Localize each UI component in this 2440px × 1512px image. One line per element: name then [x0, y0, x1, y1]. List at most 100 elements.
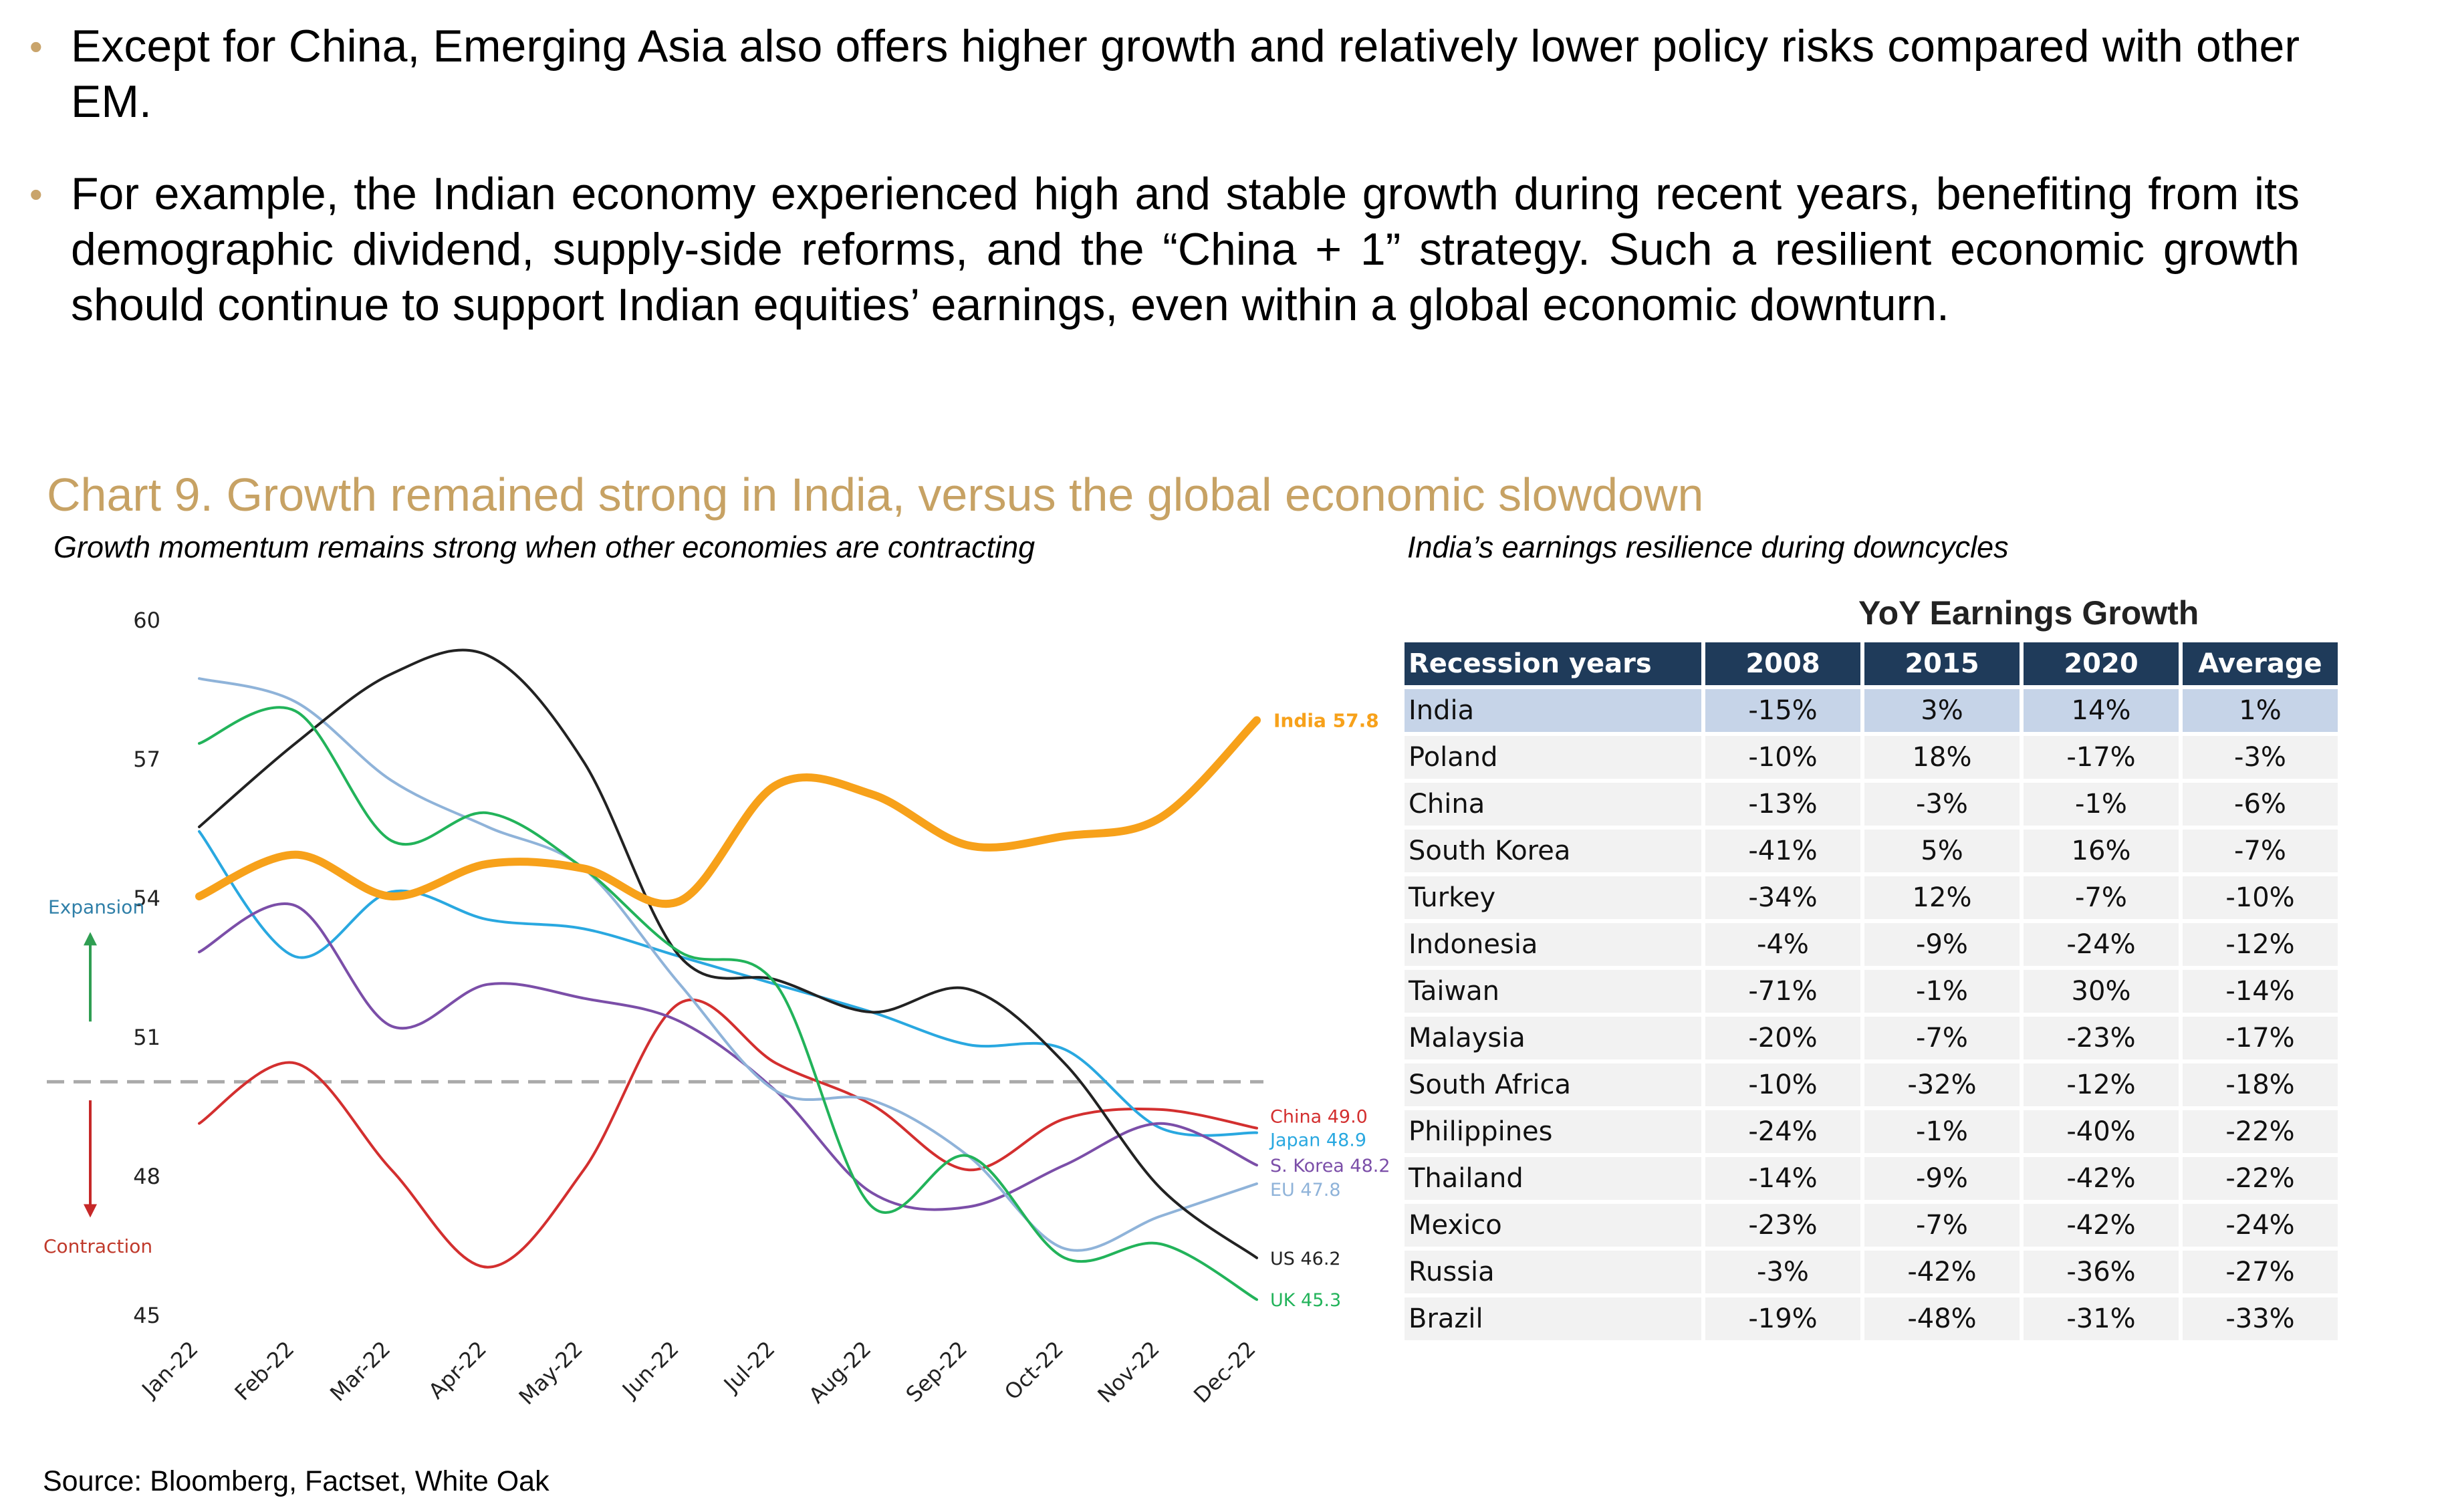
table-value-cell: -10%: [1705, 736, 1860, 779]
table-value-cell: -22%: [2183, 1157, 2338, 1200]
table-value-cell: 18%: [1864, 736, 2020, 779]
bullet-text: For example, the Indian economy experien…: [71, 168, 2300, 330]
table-value-cell: -7%: [1864, 1017, 2020, 1059]
table-value-cell: -19%: [1705, 1297, 1860, 1340]
table-value-cell: -32%: [1864, 1063, 2020, 1106]
contraction-label: Contraction: [43, 1235, 152, 1257]
table-value-cell: -24%: [2024, 923, 2179, 966]
table-value-cell: -17%: [2024, 736, 2179, 779]
table-header-cell: 2008: [1705, 642, 1860, 685]
table-value-cell: -22%: [2183, 1110, 2338, 1153]
table-value-cell: 16%: [2024, 830, 2179, 872]
table-value-cell: 30%: [2024, 970, 2179, 1013]
y-tick-label: 54: [133, 886, 160, 911]
table-value-cell: -14%: [2183, 970, 2338, 1013]
expansion-label: Expansion: [48, 896, 144, 918]
table-country-cell: Taiwan: [1405, 970, 1701, 1013]
bullet-item: • Except for China, Emerging Asia also o…: [27, 19, 2300, 130]
table-row: Malaysia -20% -7% -23% -17%: [1405, 1017, 2338, 1059]
table-value-cell: -9%: [1864, 1157, 2020, 1200]
table-row: South Africa -10% -32% -12% -18%: [1405, 1063, 2338, 1106]
table-value-cell: -6%: [2183, 783, 2338, 826]
pmi-line-chart: 45 48 51 54 57 60 Jan-22 Feb-22 Mar-22 Apr-22 May-…: [43, 608, 1390, 1410]
table-country-cell: Philippines: [1405, 1110, 1701, 1153]
bullet-marker: •: [29, 25, 43, 68]
table-value-cell: -1%: [2024, 783, 2179, 826]
table-value-cell: -1%: [1864, 1110, 2020, 1153]
series-line-japan: [198, 830, 1258, 1137]
table-value-cell: -7%: [2183, 830, 2338, 872]
table-value-cell: -41%: [1705, 830, 1860, 872]
table-country-cell: Poland: [1405, 736, 1701, 779]
table-value-cell: -7%: [2024, 876, 2179, 919]
table-value-cell: -42%: [1864, 1251, 2020, 1293]
table-row: Philippines -24% -1% -40% -22%: [1405, 1110, 2338, 1153]
y-tick-label: 57: [133, 747, 160, 772]
table-value-cell: -71%: [1705, 970, 1860, 1013]
table-country-cell: Indonesia: [1405, 923, 1701, 966]
x-tick-label: Jun-22: [616, 1336, 684, 1404]
table-subtitle: India’s earnings resilience during downc…: [1407, 530, 2009, 564]
series-end-label: S. Korea 48.2: [1270, 1156, 1390, 1176]
table-value-cell: -7%: [1864, 1204, 2020, 1247]
x-tick-label: Jul-22: [718, 1336, 780, 1398]
table-country-cell: India: [1405, 689, 1701, 732]
table-row: India -15% 3% 14% 1%: [1405, 689, 2338, 732]
table-value-cell: -27%: [2183, 1251, 2338, 1293]
series-end-label: UK 45.3: [1270, 1290, 1341, 1311]
table-value-cell: -24%: [2183, 1204, 2338, 1247]
table-value-cell: -13%: [1705, 783, 1860, 826]
series-line-uk: [198, 706, 1258, 1301]
x-tick-label: Oct-22: [999, 1336, 1068, 1405]
table-value-cell: 3%: [1864, 689, 2020, 732]
table-row: China -13% -3% -1% -6%: [1405, 783, 2338, 826]
x-tick-label: Feb-22: [230, 1336, 299, 1406]
table-row: Taiwan -71% -1% 30% -14%: [1405, 970, 2338, 1013]
table-value-cell: -40%: [2024, 1110, 2179, 1153]
x-tick-label: Nov-22: [1092, 1336, 1164, 1408]
series-line-india: [195, 716, 1261, 908]
table-country-cell: Mexico: [1405, 1204, 1701, 1247]
source-note: Source: Bloomberg, Factset, White Oak: [43, 1465, 550, 1497]
table-row: Turkey -34% 12% -7% -10%: [1405, 876, 2338, 919]
contraction-arrow-head: [84, 1204, 97, 1218]
table-value-cell: -42%: [2024, 1204, 2179, 1247]
x-tick-label: Mar-22: [325, 1336, 395, 1406]
table-value-cell: -24%: [1705, 1110, 1860, 1153]
table-value-cell: -12%: [2183, 923, 2338, 966]
table-value-cell: -12%: [2024, 1063, 2179, 1106]
x-tick-label: Jan-22: [136, 1336, 203, 1403]
series-line-us: [198, 648, 1258, 1259]
table-value-cell: -18%: [2183, 1063, 2338, 1106]
y-tick-label: 51: [133, 1025, 160, 1050]
table-row: Indonesia -4% -9% -24% -12%: [1405, 923, 2338, 966]
table-value-cell: 14%: [2024, 689, 2179, 732]
table-row: Russia -3% -42% -36% -27%: [1405, 1251, 2338, 1293]
table-value-cell: -17%: [2183, 1017, 2338, 1059]
table-country-cell: Brazil: [1405, 1297, 1701, 1340]
expansion-arrow-head: [84, 932, 97, 946]
x-tick-label: May-22: [514, 1336, 588, 1410]
table-header-cell: 2015: [1864, 642, 2020, 685]
x-tick-label: Apr-22: [424, 1336, 492, 1404]
series-end-label: Japan 48.9: [1269, 1130, 1366, 1151]
table-value-cell: -48%: [1864, 1297, 2020, 1340]
table-row: Thailand -14% -9% -42% -22%: [1405, 1157, 2338, 1200]
table-value-cell: 1%: [2183, 689, 2338, 732]
chart-title: Chart 9. Growth remained strong in India…: [47, 469, 1704, 521]
table-value-cell: 5%: [1864, 830, 2020, 872]
series-end-label: EU 47.8: [1270, 1180, 1341, 1201]
table-country-cell: South Africa: [1405, 1063, 1701, 1106]
table-value-cell: -23%: [1705, 1204, 1860, 1247]
bullet-marker: •: [29, 173, 43, 215]
table-value-cell: -34%: [1705, 876, 1860, 919]
table-value-cell: -3%: [1705, 1251, 1860, 1293]
series-end-label: India 57.8: [1273, 710, 1379, 732]
table-value-cell: -10%: [2183, 876, 2338, 919]
x-tick-label: Aug-22: [804, 1336, 876, 1408]
table-value-cell: -3%: [1864, 783, 2020, 826]
x-tick-label: Dec-22: [1189, 1336, 1261, 1408]
table-header-row: Recession years 2008 2015 2020 Average: [1405, 642, 2338, 685]
y-tick-label: 45: [133, 1303, 160, 1328]
line-chart-subtitle: Growth momentum remains strong when othe…: [53, 530, 1035, 564]
